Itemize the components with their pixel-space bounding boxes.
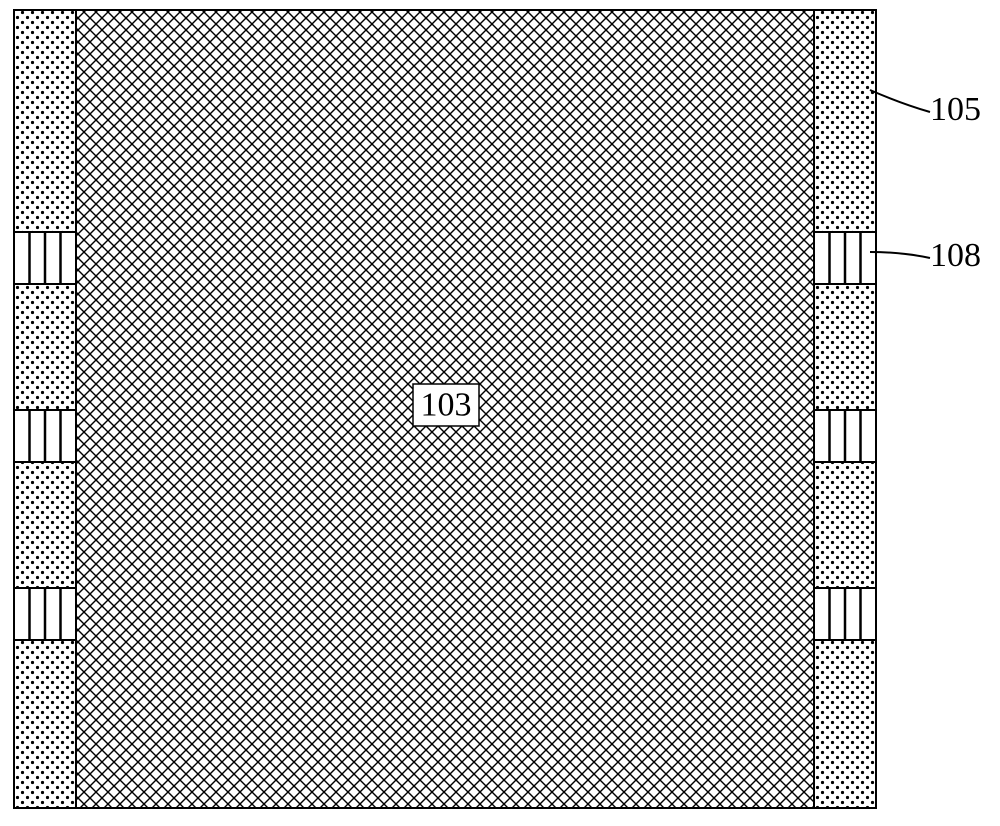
center-label: 103 (421, 387, 472, 424)
right-band-108-1 (814, 410, 876, 462)
technical-diagram: 103 105 108 (0, 0, 1000, 826)
right-band-108-2 (814, 588, 876, 640)
left-band-108-1 (14, 410, 76, 462)
callout-105-label: 105 (930, 91, 981, 128)
callout-105-leader (870, 90, 930, 112)
left-band-108-0 (14, 232, 76, 284)
right-band-108-0 (814, 232, 876, 284)
callout-108-label: 108 (930, 237, 981, 274)
callout-108-leader (870, 252, 930, 258)
left-band-108-2 (14, 588, 76, 640)
